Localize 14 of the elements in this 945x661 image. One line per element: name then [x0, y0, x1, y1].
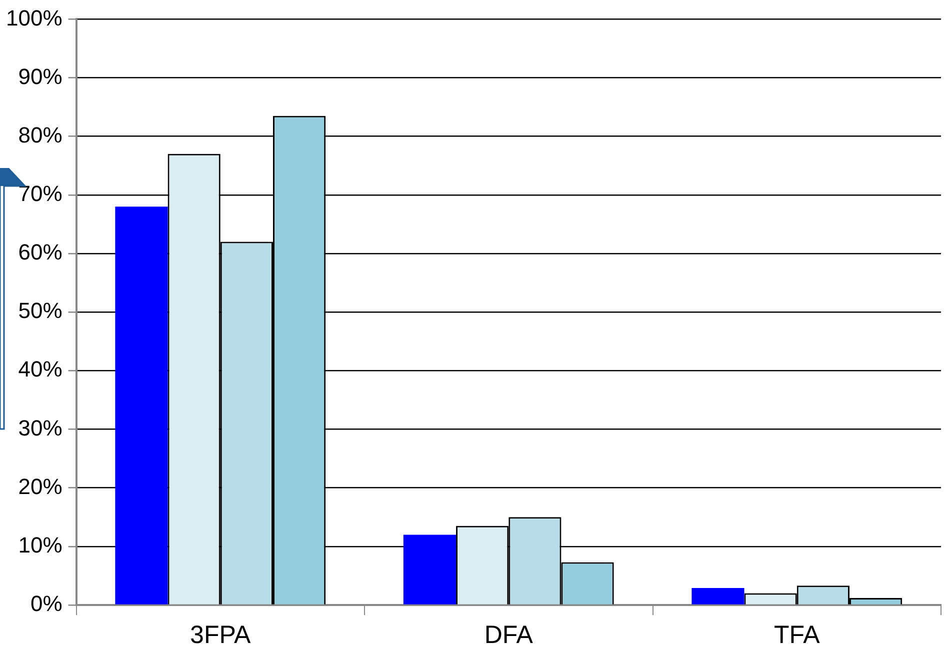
y-tick-label: 40%: [18, 356, 62, 382]
y-tick-label: 60%: [18, 240, 62, 265]
y-tick-label: 70%: [18, 181, 62, 206]
y-tick-label: 30%: [18, 415, 62, 440]
y-tick-label: 20%: [18, 474, 62, 499]
y-tick-label: 100%: [6, 5, 62, 30]
y-tick-label: 90%: [18, 64, 62, 89]
x-tick-label: 3FPA: [190, 620, 252, 649]
y-tick-label: 0%: [30, 591, 62, 616]
y-tick-label: 50%: [18, 298, 62, 324]
y-tick-label: 80%: [18, 122, 62, 148]
x-tick-label: TFA: [774, 620, 820, 649]
y-tick-label: 10%: [18, 532, 62, 558]
x-tick-label: DFA: [484, 620, 534, 649]
